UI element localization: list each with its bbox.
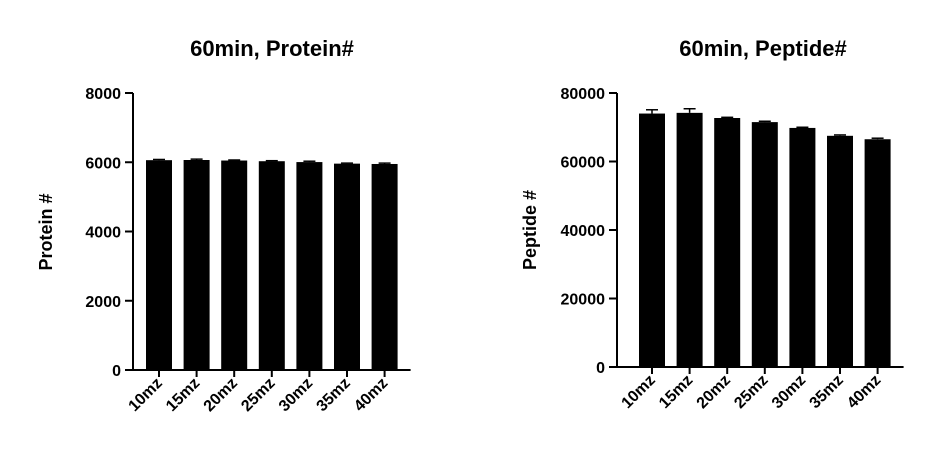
- y-tick-label: 40000: [561, 223, 606, 240]
- y-tick-label: 4000: [85, 225, 121, 242]
- x-tick-label-40mz: 40mz: [844, 372, 884, 412]
- chart-title: 60min, Peptide#: [679, 36, 847, 61]
- bar-35mz: [334, 163, 360, 370]
- bar-25mz: [258, 161, 285, 370]
- bar-15mz: [183, 159, 210, 370]
- bar-35mz: [827, 135, 853, 367]
- x-tick-label-20mz: 20mz: [201, 375, 241, 415]
- chart-title: 60min, Protein#: [190, 36, 354, 61]
- x-tick-label-40mz: 40mz: [351, 375, 391, 415]
- y-tick-label: 20000: [561, 292, 606, 309]
- bar-10mz: [146, 160, 172, 370]
- y-tick-label: 80000: [561, 86, 606, 103]
- x-tick-label-10mz: 10mz: [619, 372, 659, 412]
- y-tick-label: 6000: [85, 155, 121, 172]
- x-tick-label-15mz: 15mz: [163, 375, 203, 415]
- bar-30mz: [296, 162, 323, 370]
- x-tick-label-15mz: 15mz: [656, 372, 696, 412]
- peptide-chart: 60min, Peptide# Peptide # 0 20000 40000 600…: [520, 36, 904, 412]
- y-axis-label: Peptide #: [520, 190, 540, 270]
- protein-chart: 60min, Protein# Protein # 0 2000 4000 6000 8…: [36, 36, 411, 415]
- bar-20mz: [714, 118, 741, 367]
- y-axis-label: Protein #: [36, 193, 56, 270]
- bar-40mz: [864, 139, 891, 367]
- y-tick-label: 0: [596, 360, 605, 377]
- bar-25mz: [751, 122, 778, 367]
- y-tick-label: 8000: [85, 86, 121, 103]
- x-tick-label-30mz: 30mz: [769, 372, 809, 412]
- y-tick-label: 0: [112, 363, 121, 380]
- x-tick-label-35mz: 35mz: [314, 375, 354, 415]
- x-tick-label-30mz: 30mz: [276, 375, 316, 415]
- x-tick-label-35mz: 35mz: [807, 372, 847, 412]
- y-tick-label: 2000: [85, 294, 121, 311]
- bar-10mz: [639, 113, 665, 367]
- y-tick-label: 60000: [561, 155, 606, 172]
- bar-40mz: [371, 163, 398, 370]
- x-tick-label-25mz: 25mz: [731, 372, 771, 412]
- x-tick-label-20mz: 20mz: [694, 372, 734, 412]
- bar-15mz: [676, 112, 703, 368]
- x-tick-label-10mz: 10mz: [126, 375, 166, 415]
- x-tick-label-25mz: 25mz: [238, 375, 278, 415]
- bar-30mz: [789, 127, 816, 367]
- bar-20mz: [221, 160, 248, 370]
